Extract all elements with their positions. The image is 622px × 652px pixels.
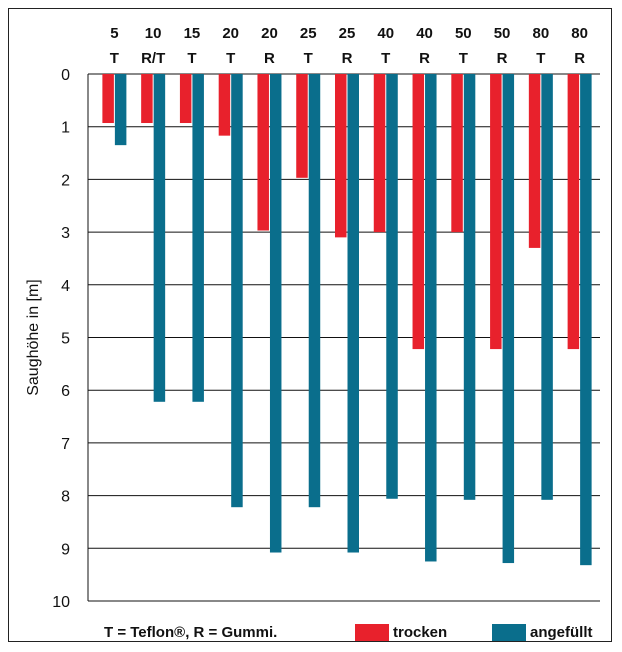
legend-swatch-angefuellt	[492, 624, 526, 641]
legend-note: T = Teflon®, R = Gummi.	[104, 624, 277, 641]
bars	[102, 74, 592, 566]
y-tick-label: 7	[61, 436, 70, 453]
bar-angefuellt	[114, 74, 127, 146]
bar-angefuellt	[386, 74, 398, 499]
legend-label-angefuellt: angefüllt	[530, 624, 593, 641]
bar-trocken	[373, 74, 386, 233]
category-type-label: R	[342, 50, 353, 67]
category-size-label: 25	[339, 25, 356, 42]
category-size-label: 80	[533, 25, 550, 42]
bar-angefuellt	[580, 74, 592, 566]
bar-angefuellt	[541, 74, 553, 500]
category-type-label: R	[264, 50, 275, 67]
category-size-label: 50	[455, 25, 472, 42]
y-tick-label: 4	[61, 278, 70, 295]
bar-angefuellt	[425, 74, 437, 562]
y-tick-label: 9	[61, 541, 70, 558]
category-type-label: T	[187, 50, 196, 67]
category-type-label: T	[381, 50, 390, 67]
category-size-label: 40	[416, 25, 433, 42]
category-size-label: 15	[184, 25, 201, 42]
category-type-label: T	[304, 50, 313, 67]
bar-angefuellt	[153, 74, 166, 402]
y-tick-label: 5	[61, 331, 70, 348]
y-tick-label: 3	[61, 225, 70, 242]
bar-trocken	[141, 74, 153, 124]
category-size-label: 40	[377, 25, 394, 42]
category-type-label: T	[110, 50, 119, 67]
y-tick-label: 2	[61, 172, 70, 189]
bar-trocken	[257, 74, 269, 231]
bar-trocken	[102, 74, 114, 124]
grid-lines	[87, 73, 600, 602]
category-type-label: T	[459, 50, 468, 67]
category-type-label: R	[419, 50, 430, 67]
y-axis-label: Saughöhe in [m]	[25, 279, 42, 396]
legend-swatch-trocken	[355, 624, 389, 641]
bar-angefuellt	[463, 74, 476, 500]
category-size-label: 50	[494, 25, 511, 42]
category-type-label: T	[226, 50, 235, 67]
category-size-label: 20	[261, 25, 278, 42]
category-type-label: T	[536, 50, 545, 67]
category-type-label: R	[574, 50, 585, 67]
category-labels: 5 T 10 R/T 15 T 20 T 20 R 25 T 25 R 40 T 40 R 50 T 50 R 80 T 80 R	[110, 25, 588, 67]
category-size-label: 80	[571, 25, 588, 42]
category-size-label: 25	[300, 25, 317, 42]
y-tick-label: 6	[61, 383, 70, 400]
category-size-label: 20	[222, 25, 239, 42]
y-tick-label: 10	[52, 594, 70, 611]
bar-trocken	[218, 74, 231, 136]
bar-trocken	[412, 74, 425, 350]
y-tick-labels: 0 1 2 3 4 5 6 7 8 9 10	[52, 67, 70, 611]
y-tick-label: 1	[61, 120, 70, 137]
legend-label-trocken: trocken	[393, 624, 447, 641]
bar-trocken	[567, 74, 580, 350]
category-type-label: R	[497, 50, 508, 67]
bar-angefuellt	[192, 74, 204, 402]
bar-trocken	[528, 74, 541, 248]
bar-trocken	[179, 74, 192, 124]
bar-angefuellt	[231, 74, 243, 508]
bar-angefuellt	[308, 74, 321, 508]
y-tick-label: 8	[61, 489, 70, 506]
bar-angefuellt	[347, 74, 359, 553]
legend: T = Teflon®, R = Gummi. trocken angefüllt	[104, 624, 593, 641]
bar-trocken	[490, 74, 502, 350]
category-type-label: R/T	[141, 50, 165, 67]
category-size-label: 5	[110, 25, 118, 42]
y-tick-label: 0	[61, 67, 70, 84]
category-size-label: 10	[145, 25, 162, 42]
bar-trocken	[451, 74, 463, 233]
bar-trocken	[335, 74, 347, 238]
bar-angefuellt	[269, 74, 282, 553]
bar-trocken	[296, 74, 308, 178]
chart-frame	[8, 8, 612, 642]
bar-angefuellt	[502, 74, 515, 564]
